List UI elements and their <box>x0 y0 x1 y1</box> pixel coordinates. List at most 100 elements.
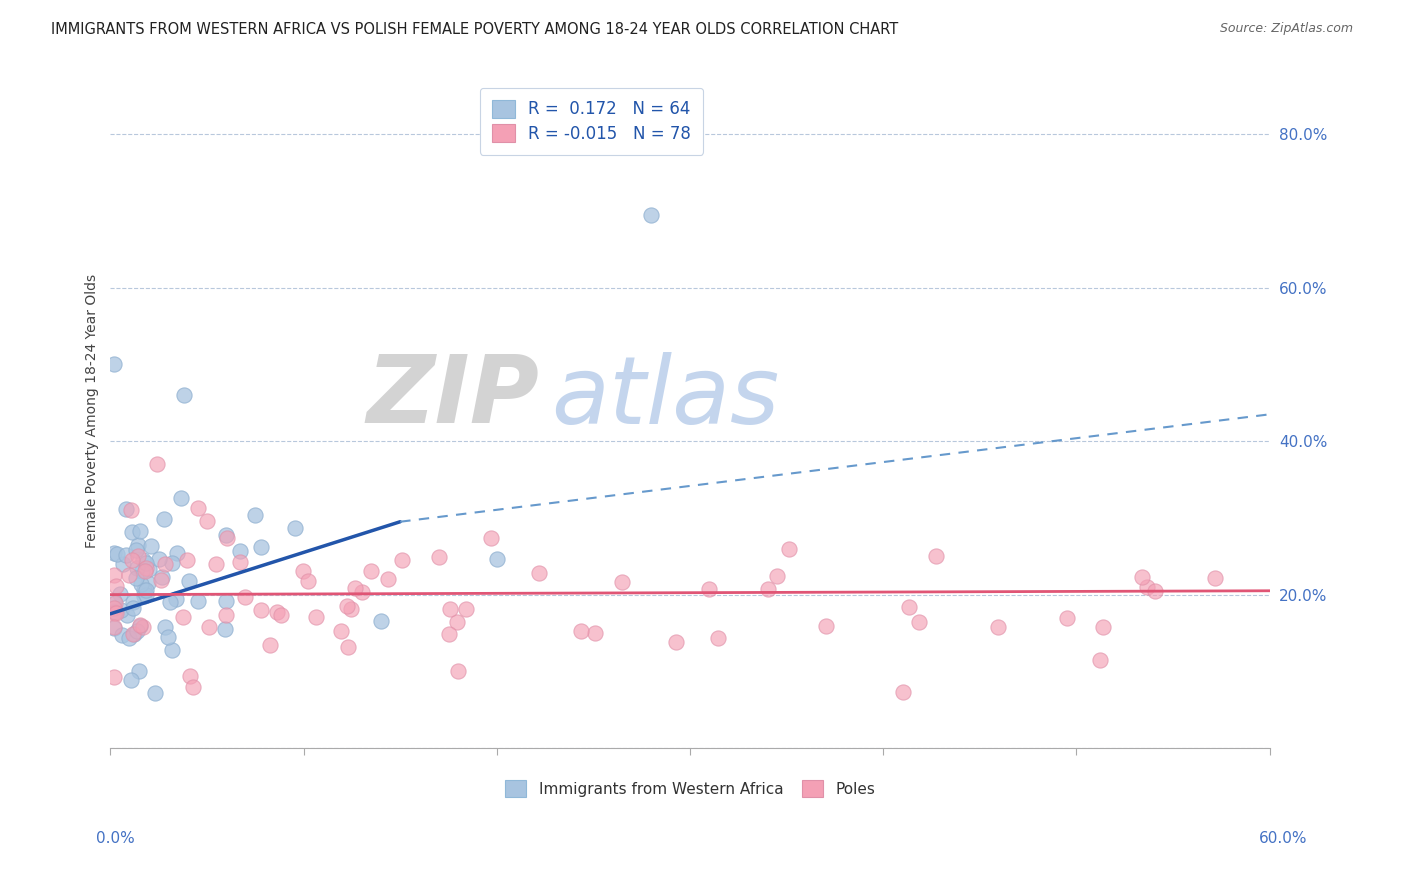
Point <box>153 512 176 526</box>
Point <box>336 599 359 613</box>
Point <box>111 628 134 642</box>
Point <box>135 583 157 598</box>
Point <box>103 546 125 560</box>
Point <box>121 600 143 615</box>
Point <box>187 500 209 515</box>
Point <box>120 673 142 688</box>
Point <box>162 642 184 657</box>
Point <box>105 547 128 561</box>
Point <box>179 669 201 683</box>
Point <box>104 605 127 619</box>
Point <box>344 581 367 595</box>
Point <box>159 595 181 609</box>
Point <box>125 624 148 638</box>
Point <box>122 627 145 641</box>
Point <box>170 491 193 506</box>
Point <box>756 582 779 597</box>
Point <box>228 543 250 558</box>
Point <box>136 576 159 591</box>
Point <box>129 524 152 538</box>
Point <box>141 539 163 553</box>
Point <box>115 608 138 623</box>
Point <box>103 568 125 582</box>
Point <box>149 573 172 587</box>
Point <box>121 552 143 566</box>
Point <box>112 558 135 572</box>
Point <box>125 542 148 557</box>
Point <box>1204 571 1226 585</box>
Point <box>108 587 131 601</box>
Point <box>370 614 392 628</box>
Point <box>103 670 125 684</box>
Point <box>132 620 155 634</box>
Legend: Immigrants from Western Africa, Poles: Immigrants from Western Africa, Poles <box>498 772 883 805</box>
Text: Source: ZipAtlas.com: Source: ZipAtlas.com <box>1219 22 1353 36</box>
Point <box>132 589 155 603</box>
Point <box>187 593 209 607</box>
Point <box>337 640 360 655</box>
Point <box>259 638 281 652</box>
Point <box>150 569 173 583</box>
Point <box>110 603 132 617</box>
Text: 60.0%: 60.0% <box>1260 831 1308 846</box>
Point <box>640 208 662 222</box>
Point <box>173 388 195 402</box>
Point <box>155 620 177 634</box>
Point <box>610 575 633 590</box>
Point <box>156 630 179 644</box>
Point <box>583 626 606 640</box>
Point <box>215 594 238 608</box>
Point <box>103 600 125 615</box>
Point <box>176 553 198 567</box>
Point <box>340 602 363 616</box>
Point <box>707 631 730 645</box>
Point <box>125 571 148 585</box>
Point <box>377 573 399 587</box>
Point <box>128 664 150 678</box>
Y-axis label: Female Poverty Among 18-24 Year Olds: Female Poverty Among 18-24 Year Olds <box>86 274 100 548</box>
Point <box>665 635 688 649</box>
Point <box>391 553 413 567</box>
Point <box>233 590 256 604</box>
Point <box>439 602 461 616</box>
Point <box>245 508 267 522</box>
Point <box>814 619 837 633</box>
Point <box>177 574 200 588</box>
Point <box>329 624 352 638</box>
Point <box>135 588 157 602</box>
Point <box>138 561 160 575</box>
Point <box>297 574 319 589</box>
Point <box>352 585 374 599</box>
Point <box>118 568 141 582</box>
Point <box>135 560 157 574</box>
Point <box>115 549 138 563</box>
Point <box>427 549 450 564</box>
Text: 0.0%: 0.0% <box>96 831 135 846</box>
Point <box>172 609 194 624</box>
Text: ZIP: ZIP <box>367 351 540 443</box>
Point <box>105 579 128 593</box>
Point <box>103 620 125 634</box>
Point <box>214 622 236 636</box>
Point <box>1091 620 1114 634</box>
Point <box>128 619 150 633</box>
Point <box>908 615 931 630</box>
Point <box>146 457 169 471</box>
Point <box>198 619 221 633</box>
Point <box>135 556 157 570</box>
Point <box>103 358 125 372</box>
Point <box>195 514 218 528</box>
Point <box>454 602 477 616</box>
Point <box>122 627 145 641</box>
Point <box>284 520 307 534</box>
Point <box>127 549 149 563</box>
Point <box>485 551 508 566</box>
Point <box>925 549 948 564</box>
Point <box>122 595 145 609</box>
Point <box>181 680 204 694</box>
Point <box>270 608 292 623</box>
Point <box>114 501 136 516</box>
Point <box>160 556 183 570</box>
Point <box>1144 584 1167 599</box>
Point <box>1136 580 1159 594</box>
